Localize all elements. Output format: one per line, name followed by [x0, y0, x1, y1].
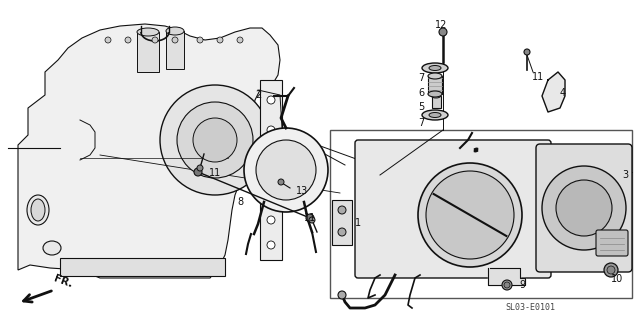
Circle shape — [338, 206, 346, 214]
Circle shape — [278, 179, 284, 185]
Ellipse shape — [422, 63, 448, 73]
Text: 4: 4 — [560, 88, 566, 98]
Polygon shape — [18, 24, 280, 278]
Ellipse shape — [428, 91, 442, 97]
Circle shape — [267, 96, 275, 104]
Text: 5: 5 — [418, 102, 424, 112]
Circle shape — [172, 37, 178, 43]
Circle shape — [244, 128, 328, 212]
FancyBboxPatch shape — [596, 230, 628, 256]
Circle shape — [338, 228, 346, 236]
Circle shape — [542, 166, 626, 250]
Ellipse shape — [31, 199, 45, 221]
Circle shape — [607, 266, 615, 274]
Text: 7: 7 — [418, 118, 424, 128]
Text: 13: 13 — [296, 186, 308, 196]
Polygon shape — [488, 268, 525, 285]
Circle shape — [426, 171, 514, 259]
Circle shape — [105, 37, 111, 43]
Bar — [166, 31, 184, 69]
Ellipse shape — [431, 94, 440, 98]
Text: SL03-E0101: SL03-E0101 — [505, 303, 555, 312]
Circle shape — [309, 217, 315, 223]
Ellipse shape — [27, 195, 49, 225]
Circle shape — [267, 156, 275, 164]
FancyBboxPatch shape — [536, 144, 632, 272]
Circle shape — [418, 163, 522, 267]
Ellipse shape — [166, 27, 184, 35]
Circle shape — [256, 140, 316, 200]
Circle shape — [237, 37, 243, 43]
Circle shape — [197, 165, 203, 171]
Circle shape — [338, 291, 346, 299]
Circle shape — [524, 49, 530, 55]
Bar — [137, 32, 159, 72]
FancyBboxPatch shape — [355, 140, 551, 278]
Text: 9: 9 — [519, 280, 525, 290]
Circle shape — [197, 37, 203, 43]
Circle shape — [267, 241, 275, 249]
Circle shape — [217, 37, 223, 43]
Circle shape — [306, 214, 314, 222]
Text: 6: 6 — [418, 88, 424, 98]
Ellipse shape — [429, 113, 441, 117]
Text: FR.: FR. — [52, 274, 74, 290]
Circle shape — [152, 37, 158, 43]
Ellipse shape — [428, 73, 442, 79]
Circle shape — [267, 186, 275, 194]
Text: 11: 11 — [209, 168, 221, 178]
Circle shape — [604, 263, 618, 277]
Circle shape — [502, 280, 512, 290]
Bar — [60, 258, 225, 276]
Circle shape — [439, 28, 447, 36]
Circle shape — [556, 180, 612, 236]
Text: 11: 11 — [304, 213, 316, 223]
Ellipse shape — [429, 65, 441, 70]
Text: 11: 11 — [532, 72, 544, 82]
Ellipse shape — [422, 110, 448, 120]
Text: 8: 8 — [237, 197, 243, 207]
Text: 2: 2 — [255, 90, 261, 100]
Bar — [428, 76, 442, 94]
Text: 10: 10 — [611, 274, 623, 284]
Circle shape — [267, 216, 275, 224]
Circle shape — [125, 37, 131, 43]
Text: 1: 1 — [355, 218, 361, 228]
Circle shape — [504, 282, 510, 288]
Polygon shape — [542, 72, 565, 112]
Text: 7: 7 — [418, 73, 424, 83]
Bar — [260, 80, 282, 260]
Ellipse shape — [137, 28, 159, 36]
Bar — [332, 200, 352, 245]
Text: 3: 3 — [622, 170, 628, 180]
Text: 12: 12 — [435, 20, 447, 30]
Circle shape — [193, 118, 237, 162]
Circle shape — [267, 126, 275, 134]
Bar — [330, 130, 632, 298]
Circle shape — [194, 168, 202, 176]
Circle shape — [177, 102, 253, 178]
Ellipse shape — [43, 241, 61, 255]
Bar — [432, 96, 441, 108]
Circle shape — [160, 85, 270, 195]
